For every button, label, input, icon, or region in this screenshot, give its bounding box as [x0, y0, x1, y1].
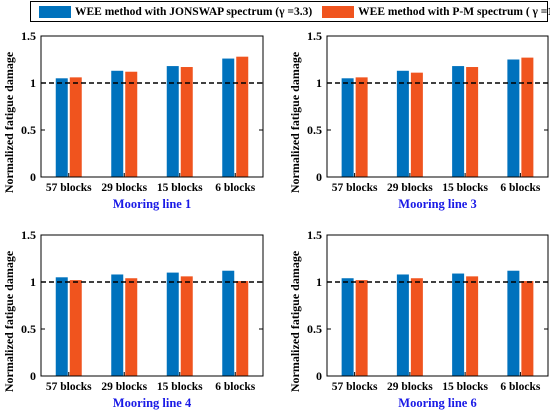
- x-tick-label: 6 blocks: [215, 381, 255, 393]
- y-tick-label: 0.5: [307, 322, 322, 336]
- bar-jonswap-2: [396, 274, 409, 376]
- bar-jonswap-2: [111, 70, 124, 177]
- bar-jonswap-1: [55, 78, 68, 177]
- y-tick-label: 0.5: [21, 322, 36, 336]
- bar-pm-4: [236, 281, 249, 376]
- x-tick-label: 29 blocks: [101, 182, 147, 194]
- x-tick-label: 6 blocks: [215, 182, 255, 194]
- bar-jonswap-3: [166, 272, 179, 376]
- bar-pm-3: [466, 67, 479, 177]
- y-tick-label: 0: [316, 170, 322, 184]
- y-tick-label: 0.5: [307, 123, 322, 137]
- chart-panel-3: 0 0.5 1 1.5 57 blocks 29 blocks 15 blocks 6 blo…: [2, 228, 264, 410]
- y-tick-label: 1.5: [307, 228, 322, 242]
- x-tick-label: 57 blocks: [46, 182, 92, 194]
- chart-panel-2: 0 0.5 1 1.5 57 blocks 29 blocks 15 blocks 6 blo…: [288, 29, 549, 211]
- bar-pm-3: [466, 276, 479, 376]
- bar-jonswap-4: [222, 58, 235, 178]
- bar-pm-3: [180, 276, 193, 376]
- legend-swatch-jonswap: [39, 5, 71, 18]
- x-tick-label: 15 blocks: [157, 182, 203, 194]
- bar-jonswap-1: [341, 278, 354, 376]
- y-tick-label: 1: [30, 76, 36, 90]
- bar-jonswap-1: [55, 277, 68, 376]
- bar-jonswap-2: [396, 70, 409, 177]
- bar-pm-1: [69, 77, 82, 177]
- x-tick-label: 57 blocks: [46, 381, 92, 393]
- x-tick-label: 57 blocks: [332, 381, 378, 393]
- y-tick-label: 1.5: [21, 29, 36, 43]
- y-tick-label: 0.5: [21, 123, 36, 137]
- legend: WEE method with JONSWAP spectrum (γ =3.3…: [30, 1, 550, 22]
- legend-item-jonswap: WEE method with JONSWAP spectrum (γ =3.3…: [39, 5, 313, 18]
- legend-swatch-pm: [322, 5, 355, 18]
- bar-jonswap-4: [507, 270, 520, 376]
- y-tick-label: 1.5: [21, 228, 36, 242]
- bar-pm-2: [410, 278, 423, 376]
- bar-jonswap-4: [222, 270, 235, 376]
- bar-jonswap-2: [111, 274, 124, 376]
- bar-jonswap-3: [166, 66, 179, 177]
- y-tick-label: 0: [30, 369, 36, 383]
- y-tick-label: 1: [316, 76, 322, 90]
- bar-pm-1: [355, 77, 368, 177]
- y-tick-label: 1: [316, 275, 322, 289]
- bar-pm-3: [180, 67, 193, 177]
- bar-jonswap-3: [452, 273, 465, 376]
- bar-pm-4: [521, 57, 534, 178]
- bar-pm-2: [410, 72, 423, 177]
- bar-pm-2: [125, 278, 138, 376]
- legend-label-jonswap: WEE method with JONSWAP spectrum (γ =3.3…: [75, 5, 313, 18]
- y-axis-label: Normalized fatigue damage: [288, 250, 302, 392]
- panel-title: Mooring line 1: [113, 197, 191, 211]
- x-tick-label: 15 blocks: [442, 182, 488, 194]
- axes-box: [326, 234, 549, 377]
- panel-title: Mooring line 4: [113, 396, 192, 410]
- y-axis-label: Normalized fatigue damage: [288, 51, 302, 193]
- y-axis-label: Normalized fatigue damage: [2, 51, 16, 193]
- bar-jonswap-4: [507, 59, 520, 177]
- bar-jonswap-3: [452, 66, 465, 177]
- bar-pm-4: [236, 56, 249, 177]
- y-axis-label: Normalized fatigue damage: [2, 250, 16, 392]
- x-tick-label: 29 blocks: [101, 381, 147, 393]
- x-tick-label: 57 blocks: [332, 182, 378, 194]
- axes-box: [40, 35, 264, 178]
- axes-box: [326, 35, 549, 178]
- panel-title: Mooring line 3: [398, 197, 476, 211]
- y-tick-label: 1: [30, 275, 36, 289]
- chart-panel-4: 0 0.5 1 1.5 57 blocks 29 blocks 15 blocks 6 blo…: [288, 228, 549, 410]
- x-tick-label: 29 blocks: [387, 182, 433, 194]
- bar-jonswap-1: [341, 78, 354, 177]
- axes-box: [40, 234, 264, 377]
- y-tick-label: 1.5: [307, 29, 322, 43]
- bar-pm-1: [355, 280, 368, 376]
- chart-panel-1: 0 0.5 1 1.5 57 blocks 29 blocks 15 blocks 6 blo…: [2, 29, 264, 211]
- legend-item-pm: WEE method with P-M spectrum ( γ =1.0): [322, 5, 550, 18]
- x-tick-label: 6 blocks: [500, 381, 540, 393]
- x-tick-label: 15 blocks: [442, 381, 488, 393]
- y-tick-label: 0: [30, 170, 36, 184]
- x-tick-label: 15 blocks: [157, 381, 203, 393]
- y-tick-label: 0: [316, 369, 322, 383]
- panel-title: Mooring line 6: [398, 396, 476, 410]
- x-tick-label: 6 blocks: [500, 182, 540, 194]
- bar-pm-4: [521, 281, 534, 376]
- bar-pm-1: [69, 280, 82, 376]
- x-tick-label: 29 blocks: [387, 381, 433, 393]
- bar-pm-2: [125, 71, 138, 177]
- legend-label-pm: WEE method with P-M spectrum ( γ =1.0): [358, 5, 550, 18]
